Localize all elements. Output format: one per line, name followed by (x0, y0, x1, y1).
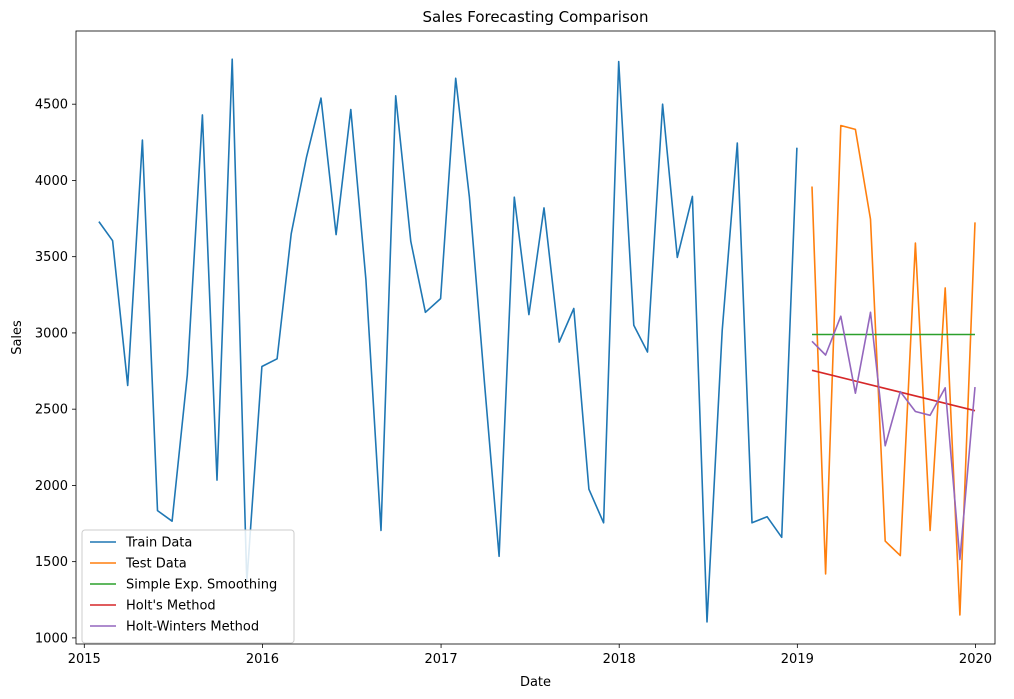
legend-entry: Holt-Winters Method (126, 620, 259, 635)
y-tick-label: 1500 (35, 555, 68, 570)
x-tick-label: 2017 (425, 652, 458, 667)
y-axis-label: Sales (10, 320, 25, 355)
legend-entry: Test Data (125, 557, 187, 572)
series-line-holt-winters-method (811, 311, 976, 561)
plot-frame (75, 30, 996, 645)
y-tick-label: 1000 (35, 631, 68, 646)
series-line-train-data (98, 58, 798, 623)
series-line-holt-s-method (811, 369, 976, 412)
y-tick-label: 3000 (35, 326, 68, 341)
y-tick-label: 3500 (35, 250, 68, 265)
legend-entry: Train Data (125, 536, 192, 551)
series-line-test-data (811, 124, 976, 616)
x-axis-label: Date (520, 675, 551, 690)
x-tick-label: 2015 (68, 652, 101, 667)
x-tick-label: 2016 (246, 652, 279, 667)
x-tick-label: 2019 (781, 652, 814, 667)
legend: Train Data Test Data Simple Exp. Smoothing… (81, 529, 295, 644)
y-tick-label: 2000 (35, 479, 68, 494)
x-axis: 2015 2016 2017 2018 2019 2020 (68, 644, 992, 667)
chart-title: Sales Forecasting Comparison (423, 8, 649, 26)
y-tick-label: 2500 (35, 403, 68, 418)
x-tick-label: 2020 (959, 652, 992, 667)
legend-box (81, 529, 295, 644)
y-tick-label: 4500 (35, 98, 68, 113)
legend-entry: Holt's Method (126, 599, 216, 614)
plot-area (98, 58, 976, 623)
y-axis: 1000 1500 2000 2500 3000 3500 4000 4500 (35, 98, 76, 646)
y-tick-label: 4000 (35, 174, 68, 189)
x-tick-label: 2018 (603, 652, 636, 667)
legend-entry: Simple Exp. Smoothing (126, 578, 277, 593)
